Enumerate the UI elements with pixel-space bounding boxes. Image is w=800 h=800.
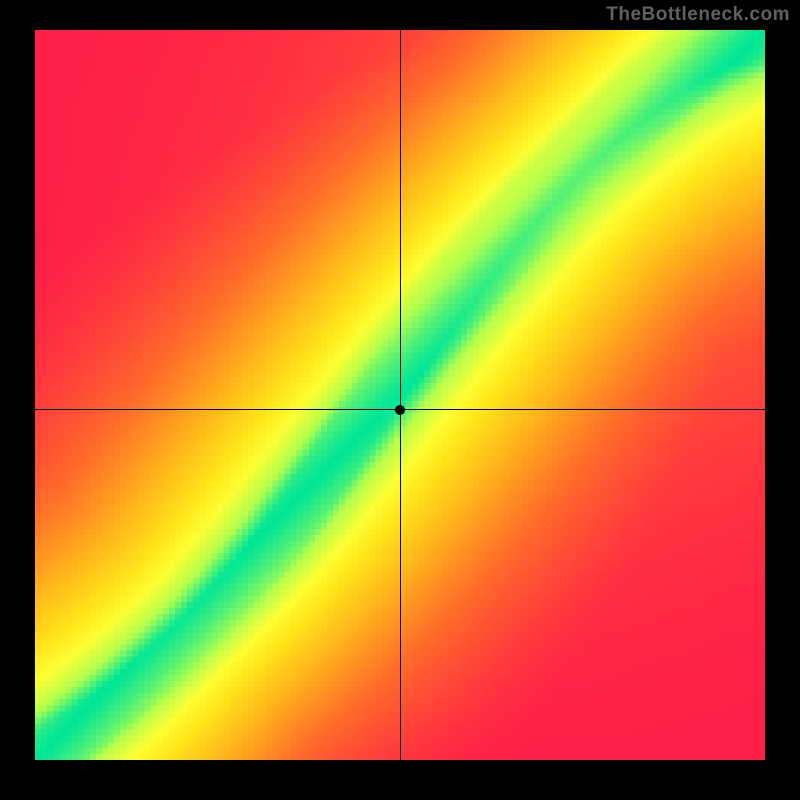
crosshair-vertical (400, 30, 401, 760)
watermark-label: TheBottleneck.com (606, 4, 790, 26)
crosshair-dot (395, 405, 405, 415)
chart-container: { "watermark": { "text": "TheBottleneck.… (0, 0, 800, 800)
